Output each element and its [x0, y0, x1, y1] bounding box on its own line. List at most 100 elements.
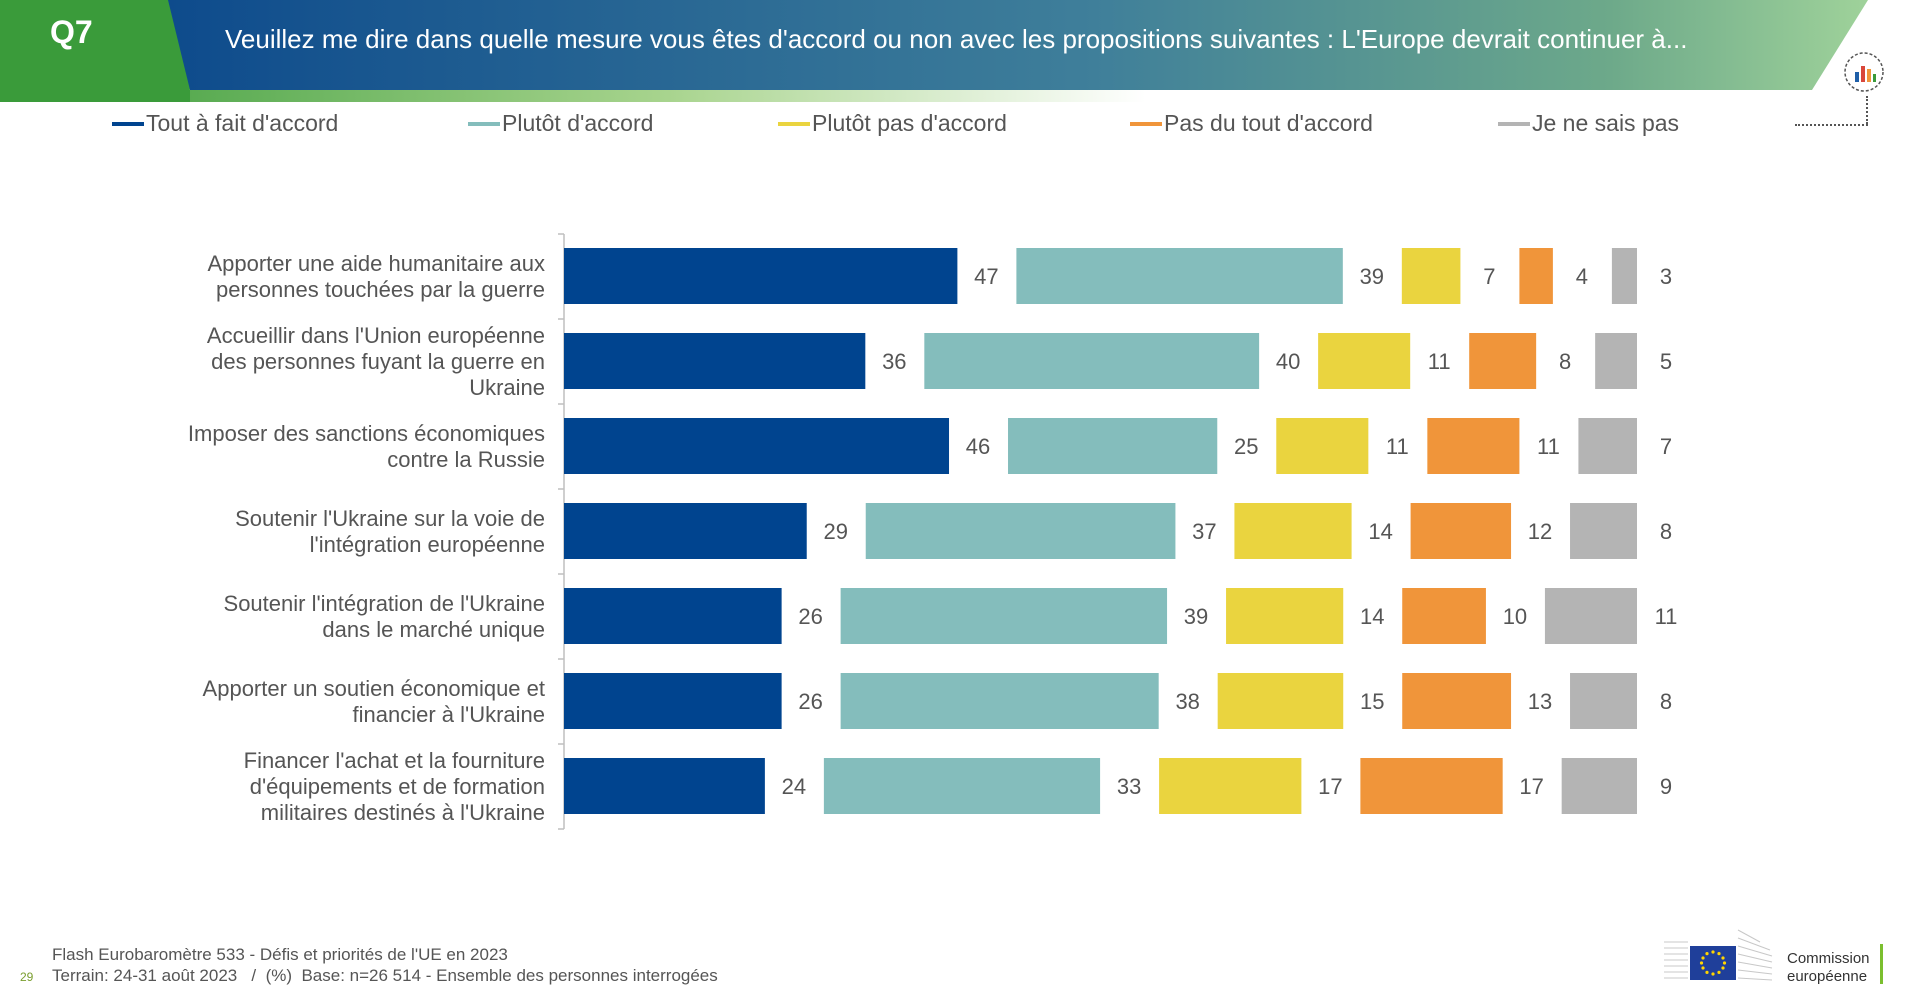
data-label: 13 [1528, 689, 1552, 714]
bar-segment [823, 758, 1101, 814]
icon-connector-line [1795, 124, 1868, 127]
data-label: 24 [782, 774, 806, 799]
legend: Tout à fait d'accord Plutôt d'accord Plu… [0, 110, 1909, 140]
bar-segment [564, 758, 765, 814]
bar-segment [564, 248, 958, 304]
category-label-line: Soutenir l'intégration de l'Ukraine [224, 591, 545, 616]
data-label: 3 [1660, 264, 1672, 289]
data-label: 47 [974, 264, 998, 289]
logo-text-line-1: Commission [1787, 950, 1870, 967]
category-label: Apporter un soutien économique et financi… [203, 676, 545, 727]
question-text: Veuillez me dire dans quelle mesure vous… [225, 24, 1688, 54]
bar-segment [1016, 248, 1343, 304]
data-label: 7 [1483, 264, 1495, 289]
legend-label: Plutôt pas d'accord [812, 110, 1007, 136]
legend-swatch [468, 121, 500, 126]
data-label: 40 [1276, 349, 1300, 374]
data-label: 29 [823, 519, 847, 544]
legend-item: Plutôt d'accord [468, 110, 653, 137]
bar-segment [1519, 248, 1553, 304]
category-label: Soutenir l'intégration de l'Ukraine dans … [224, 591, 545, 642]
data-label: 26 [798, 604, 822, 629]
footer-line-2: Terrain: 24-31 août 2023 / (%) Base: n=2… [52, 966, 718, 985]
category-label-line: Ukraine [469, 375, 545, 400]
legend-item: Tout à fait d'accord [112, 110, 338, 137]
data-label: 38 [1175, 689, 1199, 714]
bar-segment [564, 673, 782, 729]
data-label: 39 [1184, 604, 1208, 629]
bar-segment [1410, 503, 1512, 559]
data-label: 8 [1559, 349, 1571, 374]
footer-line-1: Flash Eurobaromètre 533 - Défis et prior… [52, 945, 508, 964]
category-label-line: personnes touchées par la guerre [216, 277, 545, 302]
bar-segment [1402, 588, 1486, 644]
legend-label: Plutôt d'accord [502, 110, 654, 136]
data-label: 46 [966, 434, 990, 459]
data-label: 11 [1655, 604, 1678, 629]
bar-segment [1226, 588, 1344, 644]
bar-chart: Apporter une aide humanitaire aux personn… [188, 233, 1678, 830]
bar-segment [1360, 758, 1503, 814]
bar-segment [840, 588, 1168, 644]
data-label: 17 [1519, 774, 1543, 799]
bar-segment [1008, 418, 1218, 474]
category-label-line: des personnes fuyant la guerre en [211, 349, 545, 374]
data-label: 36 [882, 349, 906, 374]
category-label: Financer l'achat et la fourniture d'équip… [244, 748, 545, 825]
logo-accent-bar [1880, 944, 1883, 984]
bar-segment [564, 333, 866, 389]
data-label: 12 [1528, 519, 1552, 544]
legend-item: Pas du tout d'accord [1130, 110, 1373, 137]
category-label-line: Apporter un soutien économique et [203, 676, 545, 701]
category-label: Soutenir l'Ukraine sur la voie de l'intég… [235, 506, 545, 557]
legend-swatch [778, 121, 810, 126]
bar-segment [1234, 503, 1352, 559]
bar-segment [1427, 418, 1520, 474]
bar-segment [1276, 418, 1369, 474]
category-label-line: Accueillir dans l'Union européenne [207, 323, 545, 348]
data-label: 7 [1660, 434, 1672, 459]
category-label-line: d'équipements et de formation [250, 774, 545, 799]
bar-segment [564, 418, 950, 474]
data-label: 11 [1537, 434, 1560, 459]
data-label: 14 [1360, 604, 1384, 629]
bar-segment [1570, 673, 1637, 729]
category-label-line: Financer l'achat et la fourniture [244, 748, 545, 773]
category-label-line: Soutenir l'Ukraine sur la voie de [235, 506, 545, 531]
bar-segment [1578, 418, 1637, 474]
bar-segment [1217, 673, 1344, 729]
bar-segment [1561, 758, 1637, 814]
data-label: 26 [798, 689, 822, 714]
category-label-line: financier à l'Ukraine [352, 702, 545, 727]
bar-segment [840, 673, 1159, 729]
data-label: 11 [1386, 434, 1409, 459]
icon-connector-line-vertical [1866, 96, 1869, 124]
bar-segment [1544, 588, 1637, 644]
data-label: 4 [1576, 264, 1588, 289]
question-number: Q7 [50, 14, 93, 50]
category-label: Apporter une aide humanitaire aux personn… [207, 251, 545, 302]
bar-segment [1595, 333, 1637, 389]
legend-label: Pas du tout d'accord [1164, 110, 1373, 136]
data-label: 9 [1660, 774, 1672, 799]
data-label: 11 [1428, 349, 1451, 374]
data-label: 15 [1360, 689, 1384, 714]
category-label-line: militaires destinés à l'Ukraine [261, 800, 545, 825]
bar-segment [1469, 333, 1537, 389]
data-label: 17 [1318, 774, 1342, 799]
category-label-line: Imposer des sanctions économiques [188, 421, 545, 446]
bar-segment [564, 503, 807, 559]
legend-label: Tout à fait d'accord [146, 110, 339, 136]
category-label: Accueillir dans l'Union européenne des pe… [207, 323, 545, 400]
bar-segment [1570, 503, 1637, 559]
category-label-line: l'intégration européenne [310, 532, 545, 557]
logo-text-line-2: européenne [1787, 968, 1868, 985]
data-label: 8 [1660, 689, 1672, 714]
data-label: 37 [1192, 519, 1216, 544]
legend-item: Je ne sais pas [1498, 110, 1679, 137]
bar-segment [1159, 758, 1302, 814]
category-label-line: Apporter une aide humanitaire aux [207, 251, 545, 276]
bar-segment [1611, 248, 1637, 304]
bar-segment [564, 588, 782, 644]
logo-text: Commission européenne [1787, 950, 1870, 986]
